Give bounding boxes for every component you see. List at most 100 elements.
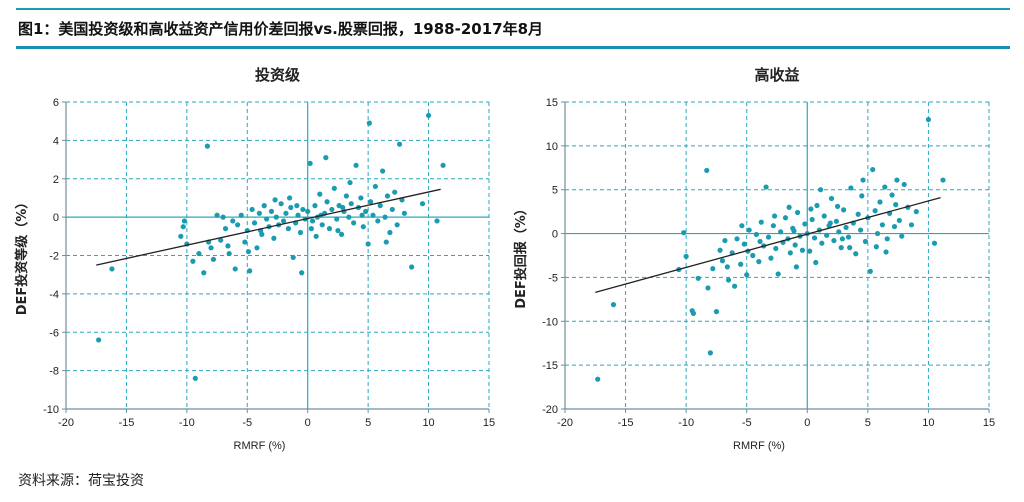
data-point <box>331 185 337 191</box>
data-point <box>384 193 391 199</box>
figure-title: 图1：美国投资级和高收益资产信用价差回报vs.股票回报，1988-2017年8月 <box>18 20 544 38</box>
data-point <box>396 141 403 147</box>
data-point <box>419 201 426 207</box>
x-tick-label: 15 <box>483 417 495 429</box>
data-point <box>383 239 389 245</box>
data-point <box>719 258 726 264</box>
data-point <box>775 271 781 277</box>
data-point <box>370 212 376 218</box>
x-tick-label: 5 <box>365 417 371 429</box>
data-point <box>340 204 346 211</box>
data-point <box>896 217 902 224</box>
data-point <box>96 337 102 343</box>
data-point <box>358 195 364 201</box>
data-point <box>375 218 381 224</box>
data-point <box>724 264 730 270</box>
x-tick-label: -15 <box>118 417 134 429</box>
data-point <box>768 255 774 261</box>
data-point <box>870 166 876 173</box>
x-axis-label: RMRF (%) <box>733 440 785 452</box>
y-tick-label: 4 <box>53 135 59 147</box>
data-point <box>319 222 325 228</box>
data-point <box>818 187 824 193</box>
source-note: 资料来源：荷宝投资 <box>18 473 144 489</box>
data-point <box>210 256 217 262</box>
y-tick-label: -10 <box>542 316 558 328</box>
data-point <box>245 249 252 255</box>
data-point <box>232 266 238 272</box>
data-point <box>794 209 801 216</box>
y-axis-label: DEF投回报（%） <box>513 202 529 309</box>
data-point <box>343 193 349 199</box>
data-point <box>681 230 687 236</box>
data-point <box>360 224 366 230</box>
data-point <box>889 192 895 198</box>
data-point <box>753 231 760 238</box>
data-point <box>839 236 846 242</box>
data-point <box>196 250 202 257</box>
data-point <box>323 155 329 161</box>
y-tick-label: 10 <box>546 141 558 153</box>
data-point <box>819 240 825 246</box>
data-point <box>307 160 313 166</box>
data-point <box>758 219 764 225</box>
data-point <box>285 226 291 232</box>
y-tick-label: -20 <box>542 404 558 416</box>
data-point <box>899 233 905 239</box>
y-tick-label: 5 <box>552 185 558 197</box>
data-point <box>750 252 756 259</box>
data-point <box>353 162 359 168</box>
data-point <box>746 227 752 233</box>
data-point <box>180 224 186 230</box>
data-point <box>230 218 236 224</box>
data-point <box>377 203 383 209</box>
data-point <box>326 226 333 232</box>
data-point <box>335 227 341 234</box>
y-tick-label: -6 <box>49 327 59 339</box>
data-point <box>288 204 294 211</box>
data-point <box>294 203 300 209</box>
y-tick-label: -8 <box>49 366 59 378</box>
data-point <box>859 193 865 199</box>
y-tick-label: -5 <box>548 272 558 284</box>
data-point <box>725 277 732 283</box>
data-point <box>710 266 716 272</box>
data-point <box>786 204 792 210</box>
data-point <box>305 208 311 214</box>
data-point <box>261 203 267 209</box>
data-point <box>738 261 744 267</box>
data-point <box>312 203 318 209</box>
data-point <box>799 247 806 253</box>
data-point <box>286 195 293 201</box>
data-point <box>256 210 262 216</box>
data-point <box>792 242 798 248</box>
data-point <box>741 241 747 247</box>
data-point <box>771 213 778 219</box>
data-point <box>722 237 728 244</box>
data-point <box>808 206 814 212</box>
data-point <box>908 222 915 228</box>
data-point <box>813 259 819 266</box>
data-point <box>434 218 440 224</box>
x-tick-label: -10 <box>179 417 195 429</box>
data-point <box>394 222 400 228</box>
data-point <box>713 309 720 315</box>
data-point <box>834 203 841 209</box>
data-point <box>409 264 415 270</box>
chart-title: 高收益 <box>754 66 799 84</box>
y-tick-label: -10 <box>43 404 59 416</box>
data-point <box>367 199 374 205</box>
x-tick-label: 10 <box>422 417 434 429</box>
data-point <box>891 223 898 230</box>
data-point <box>283 210 289 216</box>
data-point <box>251 220 258 226</box>
data-point <box>809 216 815 223</box>
data-point <box>387 229 393 236</box>
chart-high-yield: 高收益 -20 -15 -10 -5 0 5 10 15 -20 -15 -10 -5 0 5 10 15 RMR… <box>513 66 995 452</box>
data-point <box>278 201 284 207</box>
data-point <box>773 245 779 252</box>
data-point <box>857 227 864 233</box>
y-tick-label: 6 <box>53 97 59 109</box>
data-point <box>893 202 899 208</box>
data-point <box>940 177 946 183</box>
